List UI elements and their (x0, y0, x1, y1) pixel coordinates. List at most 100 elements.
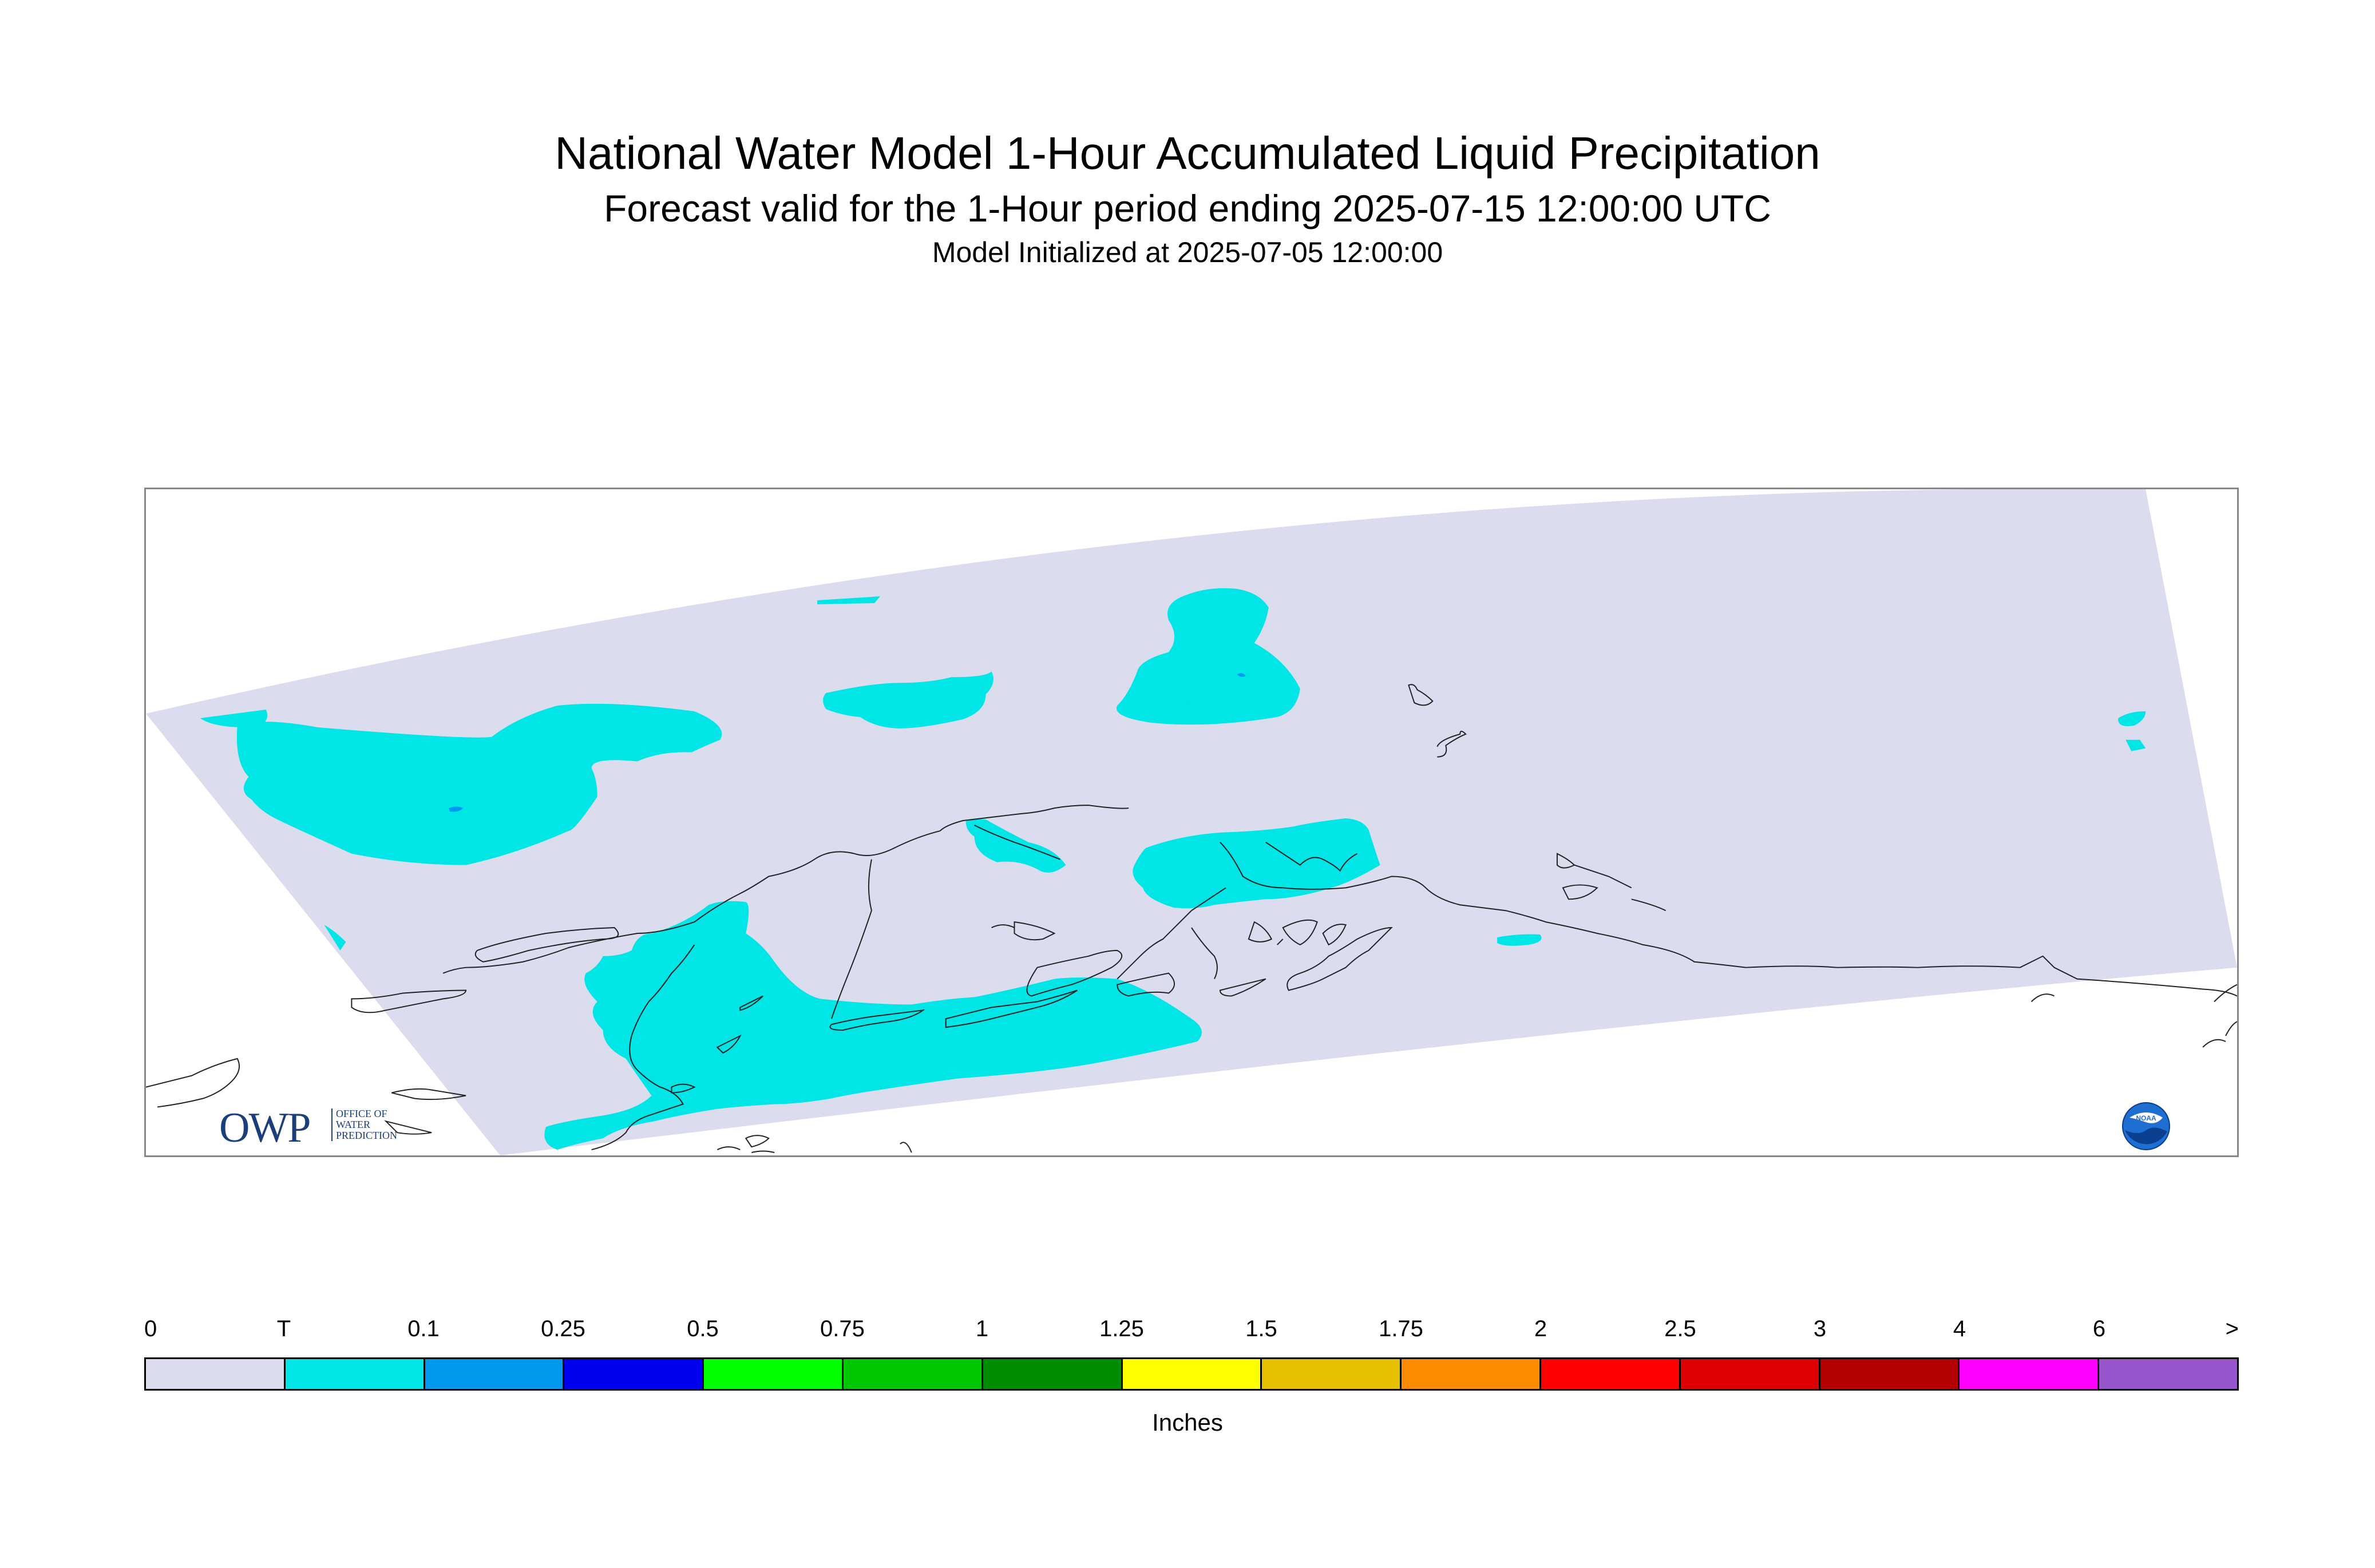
trace-precip-areas (200, 588, 2146, 1150)
owp-sub-line: OFFICE OF (336, 1108, 387, 1119)
legend-tick-label: 3 (1813, 1316, 1827, 1341)
legend-swatch (1541, 1359, 1681, 1389)
coastline (474, 927, 619, 963)
precip-area (2125, 739, 2146, 751)
precip-area (449, 806, 464, 812)
coastlines (146, 684, 2237, 1153)
coastline (1219, 978, 1266, 997)
coastline (1248, 921, 1273, 943)
legend-swatch (1262, 1359, 1402, 1389)
legend-tick-label: 0.75 (820, 1316, 865, 1341)
precip-area (1237, 673, 1246, 677)
coastline (1408, 684, 1434, 706)
legend-tick-label: 0.5 (687, 1316, 719, 1341)
coastline (991, 924, 1015, 928)
coastline (900, 1142, 912, 1153)
coastline (2214, 984, 2237, 1003)
coastline (671, 1083, 696, 1094)
coastline (2030, 993, 2055, 1003)
border (831, 859, 872, 1019)
light-precip-areas (449, 673, 1246, 812)
coastline (1282, 919, 1318, 946)
coastline (1436, 730, 1467, 758)
coastline (146, 1058, 240, 1108)
legend-swatch (285, 1359, 425, 1389)
coastline (974, 825, 1060, 860)
legend-colorbar (144, 1357, 2239, 1391)
coastline (2225, 1021, 2237, 1036)
legend-swatch (2099, 1359, 2237, 1389)
legend-tick-label: T (276, 1316, 291, 1341)
coastline (751, 1150, 775, 1153)
precip-area (324, 925, 346, 951)
coastline (1117, 972, 1175, 997)
coastline (1117, 887, 1226, 980)
owp-logo: OWP OFFICE OF WATER PREDICTION (219, 1105, 414, 1151)
legend-swatch (1820, 1359, 1960, 1389)
coastline (1556, 853, 1576, 869)
coastline (1631, 898, 1667, 912)
coastline (2202, 1039, 2226, 1048)
legend-tick-label: 1.5 (1245, 1316, 1277, 1341)
coastline (1287, 927, 1393, 991)
legend-tick-label: 6 (2092, 1316, 2106, 1341)
legend-tick-label: 0 (144, 1316, 157, 1341)
coastline (1220, 842, 2237, 997)
legend-tick-label: 4 (1953, 1316, 1966, 1341)
model-init-time: Model Initialized at 2025-07-05 12:00:00 (932, 236, 1443, 268)
precip-area (236, 703, 722, 865)
legend-swatch (564, 1359, 704, 1389)
precip-area (823, 671, 993, 728)
legend-tick-label: 0.1 (407, 1316, 440, 1341)
coastline (1026, 949, 1123, 997)
precip-area (544, 901, 1202, 1150)
noaa-logo-text: NOAA (2136, 1114, 2156, 1122)
precip-area (2118, 711, 2146, 726)
legend-labels: 0 T 0.1 0.25 0.5 0.75 1 1.25 1.5 1.75 2 2.5 3 4 6 > (144, 1316, 2239, 1351)
noaa-logo: NOAA (2122, 1102, 2170, 1150)
coastline (1014, 921, 1056, 941)
coastline (717, 1146, 741, 1150)
legend-tick-label: 0.25 (541, 1316, 585, 1341)
precip-area (1185, 703, 1191, 706)
legend-swatch (983, 1359, 1123, 1389)
legend-swatch (1122, 1359, 1262, 1389)
coastline (940, 805, 1129, 831)
owp-logo-subtext: OFFICE OF WATER PREDICTION (331, 1108, 397, 1141)
coastline (945, 989, 1078, 1028)
legend-swatch (843, 1359, 983, 1389)
legend-tick-label: 1.25 (1099, 1316, 1144, 1341)
legend-tick-label: 2.5 (1664, 1316, 1696, 1341)
precip-area (817, 596, 880, 604)
owp-sub-line: PREDICTION (336, 1130, 397, 1141)
legend-tick-label: 1.75 (1379, 1316, 1423, 1341)
map-subtitle: Forecast valid for the 1-Hour period end… (604, 187, 1771, 229)
coastline (1562, 884, 1598, 900)
coastline (351, 989, 467, 1013)
coastline (591, 944, 695, 1151)
coastline (1322, 924, 1347, 946)
coastline (1574, 864, 1632, 889)
precip-area (1133, 818, 1380, 909)
precip-area (1497, 934, 1542, 946)
precip-area (1116, 588, 1300, 725)
legend-tick-label: > (2225, 1316, 2239, 1341)
coastline (1191, 927, 1218, 980)
coastline (1277, 939, 1284, 945)
legend-swatch (704, 1359, 844, 1389)
legend-tick-label: 1 (975, 1316, 989, 1341)
map-title: National Water Model 1-Hour Accumulated … (555, 128, 1820, 179)
owp-sub-line: WATER (336, 1119, 370, 1130)
coastline (739, 995, 763, 1011)
coastline (829, 1009, 925, 1031)
map-panel: OWP OFFICE OF WATER PREDICTION NOAA (144, 488, 2239, 1157)
coastline (442, 830, 940, 974)
legend-swatch (146, 1359, 286, 1389)
legend-swatch (1402, 1359, 1541, 1389)
coastline (391, 1088, 466, 1100)
legend-swatch (425, 1359, 565, 1389)
coastline (384, 1120, 432, 1135)
legend-tick-label: 2 (1534, 1316, 1547, 1341)
legend-swatch (1680, 1359, 1820, 1389)
precip-map (146, 489, 2237, 1155)
